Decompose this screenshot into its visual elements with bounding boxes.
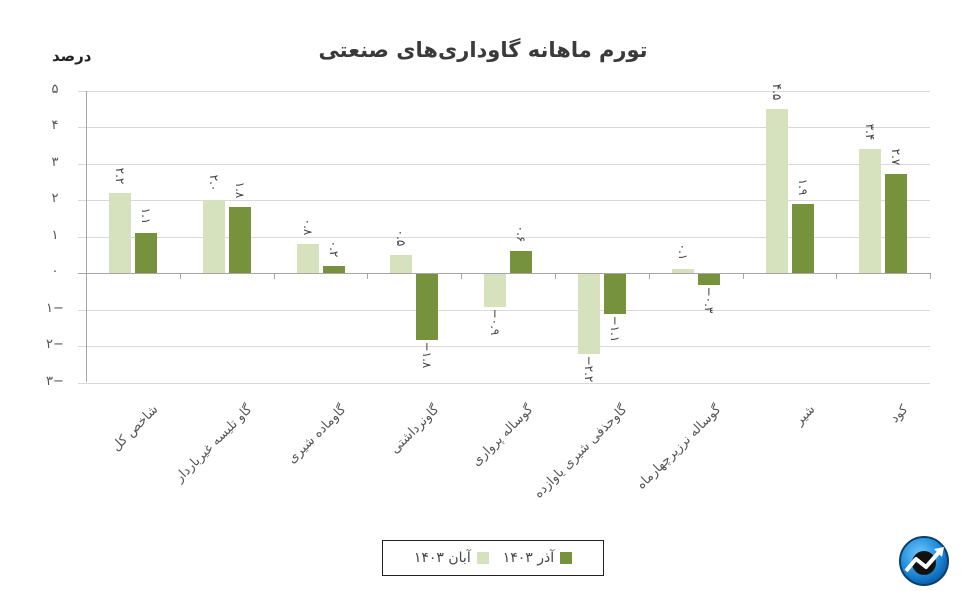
- data-label: ۱.۸: [232, 181, 247, 199]
- x-tick-mark: [179, 273, 181, 279]
- legend-label-aban: آبان ۱۴۰۳: [413, 550, 471, 566]
- gridline: [78, 163, 930, 165]
- x-tick-mark: [273, 273, 275, 279]
- y-tick-label: ۴: [51, 118, 59, 133]
- x-category-label: شیر: [791, 402, 818, 429]
- gridline: [78, 200, 930, 201]
- data-label: ۲.۲: [113, 167, 127, 185]
- x-axis-line: [78, 273, 930, 274]
- gridline: [78, 236, 930, 238]
- bar-aban: [202, 200, 225, 273]
- data-label: ۲.۰: [206, 174, 221, 192]
- x-category-label: کود: [887, 402, 912, 427]
- x-tick-mark: [367, 273, 369, 279]
- bar-azar: [697, 274, 720, 285]
- y-axis-label: درصد: [52, 47, 92, 65]
- data-label: ۳.۴: [863, 123, 878, 141]
- x-tick-mark: [930, 273, 932, 279]
- y-tick-label: ۰: [51, 264, 59, 279]
- bar-aban: [578, 274, 600, 355]
- data-label: −۱.۸: [420, 341, 435, 369]
- bar-aban: [390, 254, 413, 273]
- gridline: [78, 90, 930, 92]
- bar-aban: [765, 108, 788, 273]
- x-category-label: شاخص کل: [108, 402, 162, 455]
- x-tick-mark: [836, 273, 838, 279]
- data-label: ۲.۷: [889, 149, 904, 166]
- data-label: ۱.۱: [139, 207, 153, 225]
- x-tick-mark: [86, 273, 87, 279]
- x-tick-mark: [461, 273, 463, 279]
- gridline: [78, 346, 930, 347]
- data-label: ۰.۸: [300, 218, 315, 236]
- legend-item-azar: آذر ۱۴۰۳: [502, 550, 573, 566]
- bar-aban: [484, 274, 507, 307]
- data-label: −۱.۱: [608, 315, 622, 343]
- bar-aban: [859, 148, 882, 273]
- y-tick-label: ۱: [51, 227, 59, 243]
- x-tick-mark: [742, 273, 744, 279]
- legend-item-aban: آبان ۱۴۰۳: [414, 550, 489, 566]
- legend: آذر ۱۴۰۳ آبان ۱۴۰۳: [382, 540, 604, 576]
- data-label: −۰.۹: [488, 308, 503, 336]
- data-label: ۴.۵: [769, 83, 784, 101]
- data-label: ۱.۹: [795, 178, 810, 195]
- bar-aban: [109, 192, 131, 273]
- bar-azar: [322, 265, 345, 273]
- bar-azar: [416, 274, 439, 340]
- x-category-label: گوساله نرزیرچهارماه: [633, 402, 725, 493]
- y-tick-label: ۵: [51, 81, 59, 97]
- data-label: ۰.۶: [514, 225, 529, 243]
- bar-aban: [296, 243, 319, 273]
- gridline: [78, 382, 930, 384]
- bar-azar: [510, 251, 533, 273]
- bar-azar: [791, 203, 814, 273]
- y-tick-label: −۲: [46, 337, 64, 352]
- data-label: ۰.۲: [326, 240, 341, 258]
- x-tick-mark: [555, 273, 556, 279]
- y-axis-line: [86, 91, 87, 382]
- chart-title: تورم ماهانه گاوداری‌های صنعتی: [318, 38, 648, 62]
- y-tick-label: −۳: [46, 373, 64, 389]
- y-tick-label: −۱: [46, 300, 64, 316]
- x-category-label: گاو تلیسه غیرباردار: [171, 402, 256, 486]
- data-label: ۰.۵: [394, 229, 409, 247]
- y-tick-label: ۳: [51, 154, 59, 170]
- bar-aban: [671, 269, 694, 273]
- bar-azar: [885, 174, 908, 273]
- data-label: ۰.۱: [675, 243, 690, 261]
- bar-azar: [604, 274, 626, 315]
- legend-swatch-dark: [560, 552, 573, 564]
- legend-swatch-light: [476, 552, 489, 564]
- legend-label-azar: آذر ۱۴۰۳: [502, 550, 555, 566]
- y-tick-label: ۲: [51, 191, 59, 206]
- x-tick-mark: [648, 273, 650, 279]
- bar-azar: [135, 232, 157, 273]
- bar-azar: [228, 207, 251, 273]
- gridline: [78, 127, 930, 128]
- gridline: [78, 309, 930, 311]
- trend-chart-logo-icon: [899, 536, 949, 586]
- x-category-label: گاوماده شیری: [284, 402, 349, 467]
- data-label: −۲.۲: [582, 355, 596, 383]
- data-label: −۰.۳: [701, 286, 716, 314]
